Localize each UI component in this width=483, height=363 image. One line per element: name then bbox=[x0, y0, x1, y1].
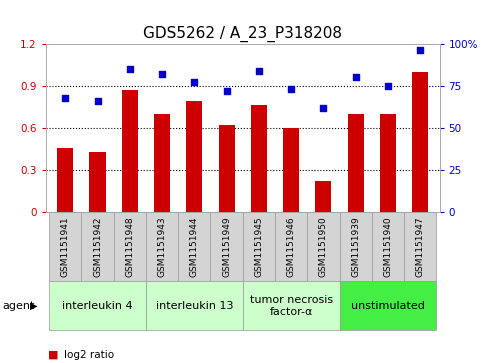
Point bbox=[255, 68, 263, 73]
Title: GDS5262 / A_23_P318208: GDS5262 / A_23_P318208 bbox=[143, 26, 342, 42]
Bar bbox=[146, 281, 243, 330]
Point bbox=[287, 86, 295, 92]
Point bbox=[158, 71, 166, 77]
Point bbox=[61, 95, 69, 101]
Bar bbox=[380, 114, 396, 212]
Bar bbox=[49, 212, 81, 281]
Bar bbox=[114, 212, 146, 281]
Text: interleukin 13: interleukin 13 bbox=[156, 301, 233, 311]
Bar bbox=[275, 212, 307, 281]
Bar bbox=[49, 281, 146, 330]
Text: GSM1151945: GSM1151945 bbox=[255, 216, 263, 277]
Bar bbox=[154, 114, 170, 212]
Text: GSM1151940: GSM1151940 bbox=[384, 216, 392, 277]
Text: GSM1151939: GSM1151939 bbox=[351, 216, 360, 277]
Bar bbox=[57, 148, 73, 212]
Text: log2 ratio: log2 ratio bbox=[64, 350, 114, 360]
Bar bbox=[340, 212, 372, 281]
Point bbox=[190, 79, 198, 85]
Text: GSM1151944: GSM1151944 bbox=[190, 217, 199, 277]
Text: tumor necrosis
factor-α: tumor necrosis factor-α bbox=[250, 295, 333, 317]
Bar bbox=[412, 72, 428, 212]
Text: GSM1151949: GSM1151949 bbox=[222, 216, 231, 277]
Bar bbox=[218, 125, 235, 212]
Point bbox=[416, 48, 424, 53]
Bar bbox=[348, 114, 364, 212]
Point bbox=[320, 105, 327, 111]
Text: GSM1151946: GSM1151946 bbox=[286, 216, 296, 277]
Text: GSM1151941: GSM1151941 bbox=[61, 216, 70, 277]
Point bbox=[126, 66, 134, 72]
Bar bbox=[243, 281, 340, 330]
Text: ▶: ▶ bbox=[30, 301, 38, 311]
Text: interleukin 4: interleukin 4 bbox=[62, 301, 133, 311]
Bar bbox=[340, 281, 436, 330]
Bar bbox=[122, 90, 138, 212]
Bar bbox=[315, 182, 331, 212]
Text: agent: agent bbox=[2, 301, 35, 311]
Bar bbox=[372, 212, 404, 281]
Bar bbox=[89, 152, 106, 212]
Point bbox=[384, 83, 392, 89]
Text: GSM1151947: GSM1151947 bbox=[416, 216, 425, 277]
Bar bbox=[146, 212, 178, 281]
Text: GSM1151948: GSM1151948 bbox=[125, 216, 134, 277]
Point bbox=[223, 88, 230, 94]
Bar bbox=[81, 212, 114, 281]
Bar bbox=[251, 105, 267, 212]
Bar bbox=[404, 212, 436, 281]
Bar bbox=[307, 212, 340, 281]
Text: GSM1151942: GSM1151942 bbox=[93, 217, 102, 277]
Bar bbox=[186, 101, 202, 212]
Point bbox=[94, 98, 101, 104]
Bar bbox=[211, 212, 243, 281]
Text: GSM1151943: GSM1151943 bbox=[157, 216, 167, 277]
Point bbox=[352, 74, 359, 80]
Text: GSM1151950: GSM1151950 bbox=[319, 216, 328, 277]
Bar bbox=[283, 128, 299, 212]
Bar bbox=[243, 212, 275, 281]
Text: unstimulated: unstimulated bbox=[351, 301, 425, 311]
Bar bbox=[178, 212, 211, 281]
Text: ■: ■ bbox=[48, 350, 59, 360]
